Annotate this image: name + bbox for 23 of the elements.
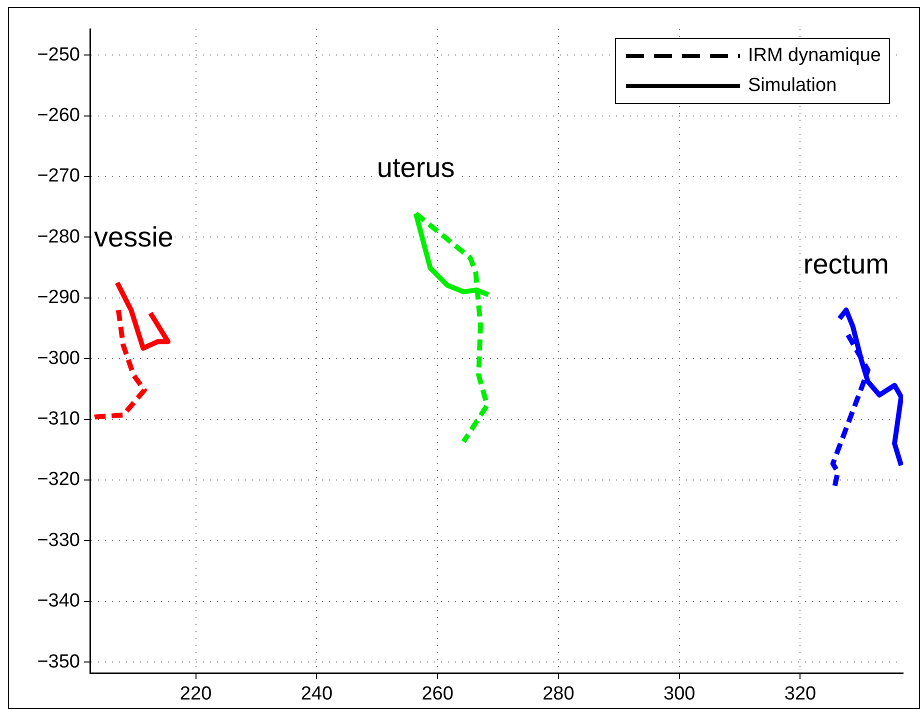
x-tick-label: 300 [664, 684, 696, 705]
x-tick-label: 280 [542, 684, 574, 705]
annotation: IRM dynamique [748, 44, 881, 68]
series-label: vessie [94, 221, 174, 252]
y-tick-label: −340 [37, 590, 80, 612]
y-tick-label: −290 [37, 287, 80, 308]
series-label: uterus [376, 152, 455, 184]
series-label: rectum [803, 248, 889, 280]
y-tick-label: −300 [37, 348, 80, 369]
y-tick-label: −270 [37, 166, 80, 187]
x-tick-label: 320 [784, 684, 816, 705]
y-tick-label: −350 [37, 651, 80, 672]
y-tick-label: −320 [37, 469, 80, 490]
y-tick-label: −260 [37, 105, 80, 126]
y-tick-label: −250 [37, 44, 80, 66]
annotation: Simulation [748, 74, 837, 98]
y-tick-label: −310 [37, 408, 80, 430]
y-tick-label: −330 [37, 530, 80, 551]
y-tick-label: −280 [37, 226, 80, 248]
x-tick-label: 260 [422, 684, 454, 705]
x-tick-label: 240 [300, 684, 333, 705]
x-tick-label: 220 [180, 684, 212, 705]
legend-box: IRM dynamique Simulation [614, 38, 890, 104]
